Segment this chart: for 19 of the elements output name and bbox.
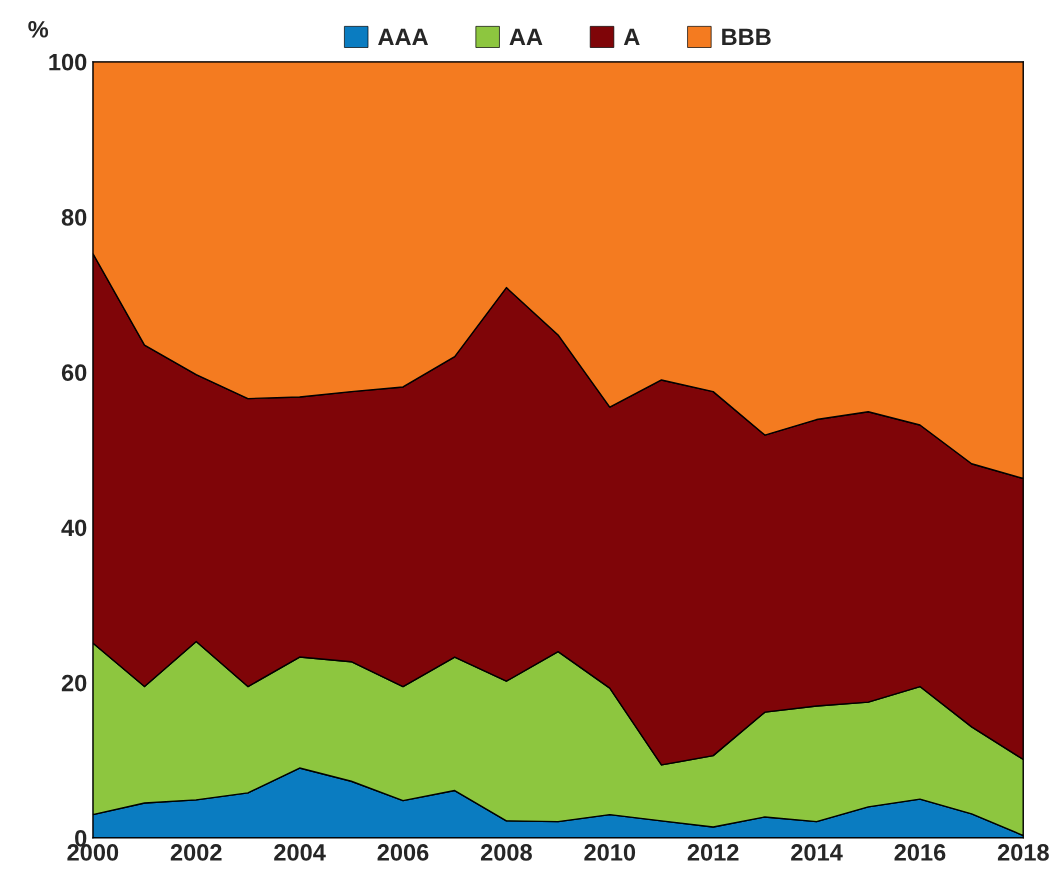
y-tick-label: 80 (61, 209, 87, 226)
x-tick-label: 2012 (687, 844, 739, 861)
x-tick-label: 2008 (480, 844, 532, 861)
x-tick-label: 2016 (894, 844, 946, 861)
x-tick-label: 2018 (997, 844, 1049, 861)
x-tick-label: 2002 (170, 844, 222, 861)
x-tick-label: 2004 (274, 844, 326, 861)
x-tick-label: 2006 (377, 844, 429, 861)
legend-label: AA (509, 28, 543, 46)
legend-label: A (623, 28, 640, 46)
x-tick-label: 2014 (791, 844, 843, 861)
legend-label: AAA (378, 28, 428, 46)
legend-label: BBB (722, 28, 771, 46)
y-tick-label: 40 (61, 519, 87, 537)
y-tick-label: 100 (49, 53, 87, 71)
y-tick-label: 60 (61, 364, 87, 381)
x-tick-label: 2010 (584, 844, 636, 861)
y-tick-label: 20 (61, 674, 87, 692)
y-axis-title: % (28, 21, 49, 38)
